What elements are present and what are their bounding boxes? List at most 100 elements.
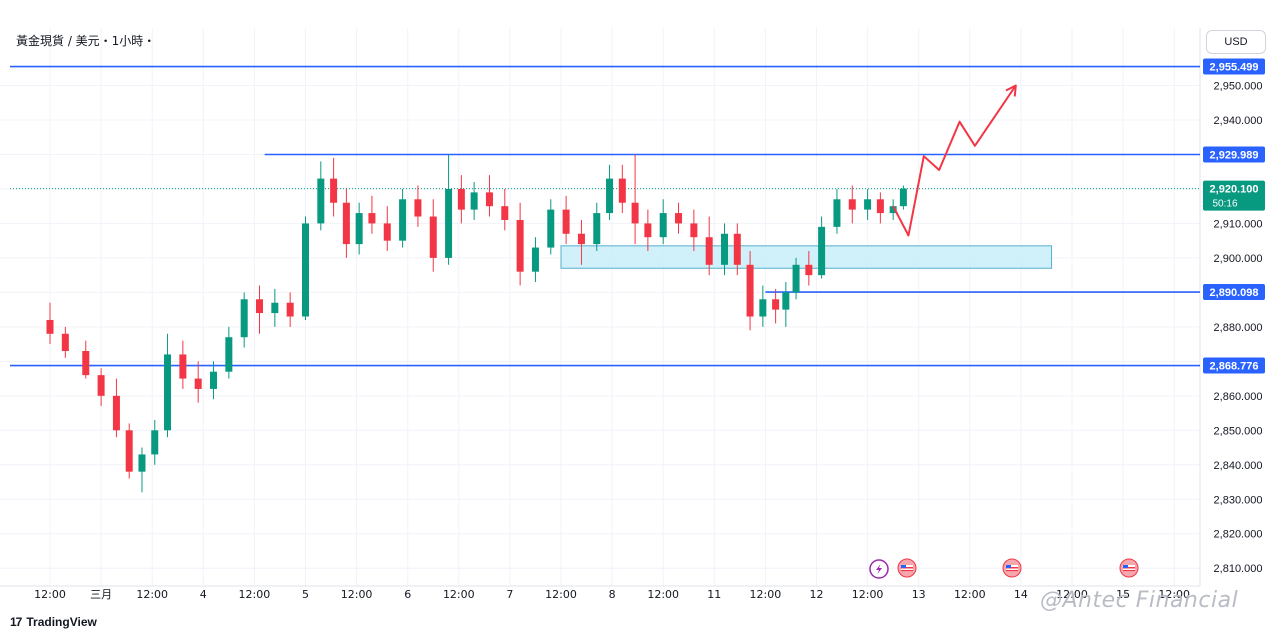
candle-body bbox=[210, 371, 218, 389]
candle-body bbox=[631, 202, 639, 224]
price-tick-label: 2,850.000 bbox=[1214, 425, 1263, 437]
time-tick-label: 12:00 bbox=[750, 588, 782, 601]
horizontal-levels[interactable] bbox=[10, 65, 1200, 367]
candle-body bbox=[705, 237, 713, 265]
candle-body bbox=[593, 213, 601, 245]
candle-body bbox=[342, 202, 350, 245]
candle-body bbox=[876, 199, 884, 214]
projection-path[interactable] bbox=[892, 84, 1017, 237]
candle-body bbox=[271, 302, 279, 314]
time-tick-label: 14 bbox=[1014, 588, 1028, 601]
tradingview-logo[interactable]: 17 TradingView bbox=[10, 615, 97, 629]
time-tick-label: 4 bbox=[200, 588, 207, 601]
candle-body bbox=[792, 264, 800, 293]
level-price-tag bbox=[1203, 284, 1265, 301]
candle-body bbox=[256, 299, 264, 314]
candle-body bbox=[547, 209, 555, 248]
time-tick-label: 三月 bbox=[90, 588, 112, 601]
bar-countdown-label: 50:16 bbox=[1212, 199, 1237, 210]
price-tick-label: 2,950.000 bbox=[1214, 81, 1263, 93]
candle-body bbox=[125, 430, 133, 472]
level-price-label: 2,929.989 bbox=[1210, 149, 1259, 161]
time-tick-label: 15 bbox=[1116, 588, 1130, 601]
time-tick-label: 7 bbox=[506, 588, 513, 601]
price-tick-label: 2,810.000 bbox=[1214, 563, 1263, 575]
event-icon-us-flag[interactable] bbox=[1002, 558, 1022, 578]
time-tick-label: 11 bbox=[707, 588, 721, 601]
projection-arrowhead bbox=[1005, 84, 1017, 97]
candle-body bbox=[690, 223, 698, 238]
candle-body bbox=[194, 378, 202, 389]
price-tick-label: 2,860.000 bbox=[1214, 391, 1263, 403]
economic-events[interactable] bbox=[869, 558, 1139, 579]
time-tick-label: 12:00 bbox=[545, 588, 577, 601]
time-tick-label: 13 bbox=[912, 588, 926, 601]
candle-body bbox=[302, 223, 309, 317]
candle-body bbox=[501, 206, 509, 220]
candle-body bbox=[225, 337, 233, 372]
candle-body bbox=[470, 192, 478, 210]
time-axis[interactable]: 12:00 三月 12:00 4 12:00 5 12:00 6 12:00 7 12:00 8 12:… bbox=[34, 588, 1190, 601]
time-tick-label: 12:00 bbox=[341, 588, 373, 601]
candle-body bbox=[562, 209, 570, 234]
price-tick-label: 2,940.000 bbox=[1214, 115, 1263, 127]
candle-body bbox=[164, 354, 172, 431]
level-price-tag bbox=[1203, 146, 1265, 163]
candle-body bbox=[531, 247, 539, 272]
time-tick-label: 12:00 bbox=[1056, 588, 1088, 601]
candle-body bbox=[445, 188, 453, 258]
candle-body bbox=[516, 219, 524, 272]
candle-body bbox=[659, 213, 667, 238]
price-tick-label: 2,900.000 bbox=[1214, 253, 1263, 265]
time-tick-label: 6 bbox=[404, 588, 411, 601]
candle-body bbox=[383, 223, 391, 241]
tradingview-logo-label: TradingView bbox=[26, 615, 97, 629]
candle-body bbox=[179, 354, 187, 379]
candle-body bbox=[330, 178, 338, 203]
candle-body bbox=[889, 206, 897, 214]
candle-body bbox=[485, 192, 493, 207]
price-tick-label: 2,820.000 bbox=[1214, 529, 1263, 541]
event-icon-lightning[interactable] bbox=[869, 559, 889, 579]
candle-body bbox=[240, 299, 248, 338]
candle-body bbox=[577, 233, 585, 245]
candle-body bbox=[82, 350, 90, 376]
time-tick-label: 12:00 bbox=[852, 588, 884, 601]
candle-body bbox=[429, 216, 437, 258]
symbol-title[interactable]: 黃金現貨 / 美元・1小時・ bbox=[16, 34, 156, 48]
event-icon-us-flag[interactable] bbox=[1119, 558, 1139, 578]
candle-body bbox=[899, 188, 907, 207]
tradingview-logo-icon: 17 bbox=[10, 615, 22, 629]
time-tick-label: 8 bbox=[609, 588, 616, 601]
last-price-label: 2,920.100 bbox=[1210, 184, 1259, 196]
time-tick-label: 12:00 bbox=[239, 588, 271, 601]
price-tick-label: 2,880.000 bbox=[1214, 322, 1263, 334]
candle-body bbox=[644, 223, 652, 238]
candle-body bbox=[759, 299, 767, 317]
candle-body bbox=[805, 264, 813, 276]
candle-body bbox=[675, 213, 683, 224]
candle-body bbox=[61, 333, 69, 351]
level-price-tag bbox=[1203, 58, 1265, 75]
projection-polyline[interactable] bbox=[892, 84, 1017, 237]
candle-body bbox=[399, 199, 407, 241]
candle-body bbox=[286, 302, 294, 317]
candle-body bbox=[46, 319, 54, 334]
watermark-text: @Antec Financial bbox=[1040, 588, 1239, 613]
time-tick-label: 5 bbox=[302, 588, 309, 601]
last-price-tag bbox=[1203, 180, 1265, 211]
candle-body bbox=[606, 178, 614, 214]
time-tick-label: 12:00 bbox=[443, 588, 475, 601]
level-price-label: 2,955.499 bbox=[1210, 62, 1259, 74]
currency-button[interactable]: USD bbox=[1206, 30, 1266, 54]
time-tick-label: 12:00 bbox=[1158, 588, 1190, 601]
candle-body bbox=[151, 430, 159, 455]
time-tick-label: 12:00 bbox=[954, 588, 986, 601]
candle-body bbox=[138, 454, 146, 472]
candle-body bbox=[833, 199, 841, 227]
event-icon-us-flag[interactable] bbox=[897, 558, 917, 578]
time-tick-label: 12:00 bbox=[34, 588, 66, 601]
candle-body bbox=[112, 395, 120, 431]
candle-body bbox=[782, 292, 790, 310]
